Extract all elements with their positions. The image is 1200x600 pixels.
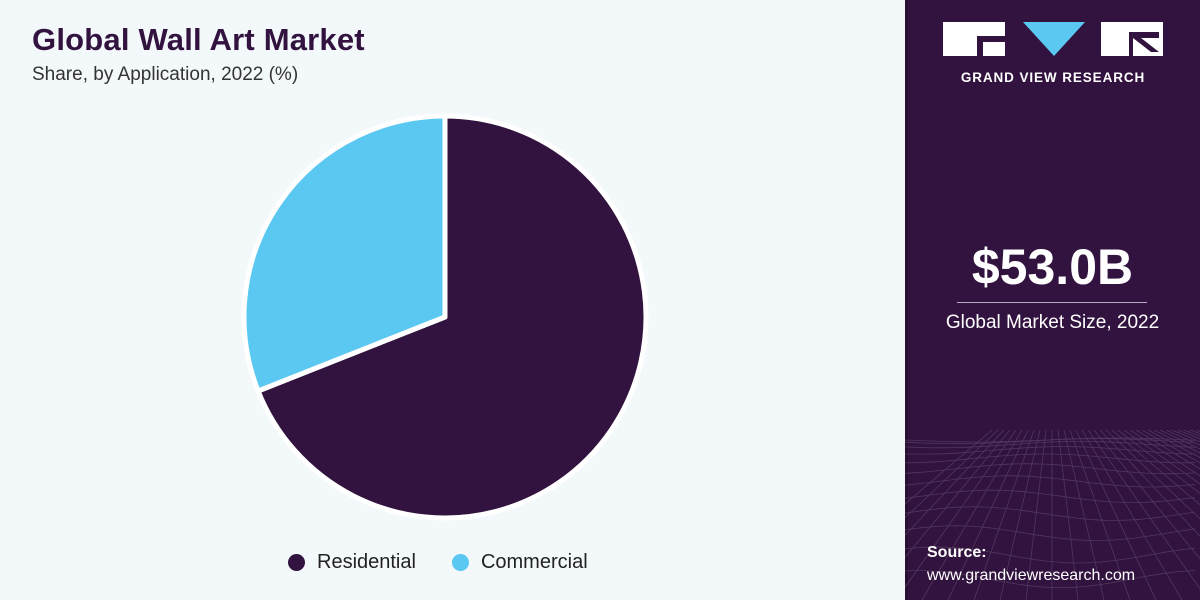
grid-line [973,430,1035,600]
info-panel: GRAND VIEW RESEARCH $53.0B Global Market… [905,0,1200,600]
grid-line [905,430,1011,559]
grid-line [905,438,1196,445]
grid-line [1099,430,1200,537]
brand-name: GRAND VIEW RESEARCH [960,70,1146,85]
grid-line [905,463,1196,475]
grid-line [1129,430,1200,477]
grid-line [999,430,1041,600]
grid-line [1141,430,1200,464]
grid-line [905,570,1196,589]
legend: Residential Commercial [288,551,624,574]
pie-chart [241,113,649,521]
grid-line [905,430,1017,588]
source-url[interactable]: www.grandviewresearch.com [927,567,1136,584]
grid-line [1123,430,1200,485]
grid-line [1105,430,1200,520]
market-size-value: $53.0B [971,239,1134,295]
grid-line [1069,430,1131,600]
grid-line [905,525,1196,541]
grid-line [905,441,1196,449]
chart-title: Global Wall Art Market [32,22,365,57]
grid-line [905,475,1196,488]
grid-line [1093,430,1200,560]
grid-line [905,506,1196,521]
chart-subtitle: Share, by Application, 2022 (%) [32,64,299,85]
value-divider [957,302,1147,303]
panel-edge [905,0,908,600]
grid-line [1025,430,1047,600]
grid-line [905,446,1196,455]
grid-line [1087,430,1200,590]
pie-slice-residential [255,113,649,521]
legend-swatch-commercial [451,554,469,571]
grid-line [1063,430,1105,600]
grid-line [1117,430,1200,494]
legend-item-residential: Residential [288,551,416,574]
grid-line [1165,430,1200,446]
legend-label-commercial: Commercial [480,551,588,573]
legend-item-commercial: Commercial [451,551,588,574]
grid-line [1081,430,1183,600]
grid-line [1135,430,1200,470]
grid-line [921,430,1023,600]
grid-line [905,430,1005,536]
decorative-grid [905,430,1200,600]
pie-slice-commercial [241,113,448,394]
grid-line [1189,430,1200,435]
legend-swatch-residential [288,554,305,571]
grand-view-research-logo [943,22,1163,56]
grid-line [1057,430,1079,600]
grid-line [1111,430,1200,506]
grid-line [905,430,993,505]
grid-line [905,453,1196,464]
legend-label-residential: Residential [317,551,416,573]
grid-line [1075,430,1157,600]
grid-line [905,430,999,519]
market-size-label: Global Market Size, 2022 [945,312,1160,333]
chart-area: Global Wall Art Market Share, by Applica… [32,22,649,574]
grid-line [947,430,1029,600]
source-label: Source: [927,544,987,561]
grid-line [905,489,1196,503]
